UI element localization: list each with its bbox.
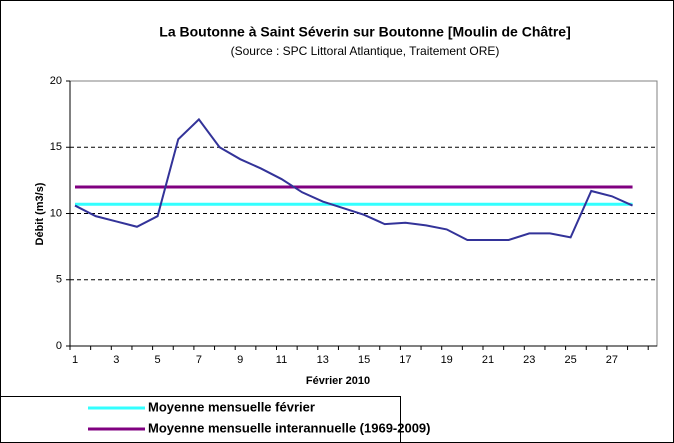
x-tick-label: 27 <box>606 354 618 366</box>
y-tick-label: 20 <box>50 75 62 87</box>
x-tick-label: 21 <box>482 354 494 366</box>
x-tick-label: 7 <box>196 354 202 366</box>
y-tick-label: 15 <box>50 141 62 153</box>
x-axis-label: Février 2010 <box>306 375 370 387</box>
x-tick-label: 1 <box>72 354 78 366</box>
plot-area <box>69 80 658 347</box>
legend-label: Moyenne mensuelle interannuelle (1969-20… <box>148 420 431 435</box>
legend-label: Moyenne mensuelle février <box>148 399 315 414</box>
x-tick-label: 11 <box>276 354 287 366</box>
y-axis-label: Débit (m3/s) <box>34 182 46 245</box>
y-tick-label: 10 <box>50 207 62 219</box>
x-tick-label: 15 <box>358 354 370 366</box>
y-tick-label: 5 <box>56 274 62 286</box>
x-tick-label: 5 <box>155 354 161 366</box>
x-tick-label: 23 <box>523 354 535 366</box>
x-tick-label: 25 <box>564 354 576 366</box>
chart-title: La Boutonne à Saint Séverin sur Boutonne… <box>159 24 570 40</box>
x-tick-label: 9 <box>237 354 243 366</box>
chart-subtitle: (Source : SPC Littoral Atlantique, Trait… <box>231 44 500 58</box>
x-tick-label: 17 <box>399 354 411 366</box>
x-tick-label: 13 <box>317 354 329 366</box>
legend <box>0 396 401 443</box>
x-tick-label: 3 <box>113 354 119 366</box>
x-tick-label: 19 <box>441 354 453 366</box>
data-line <box>74 117 633 241</box>
y-tick-label: 0 <box>56 340 62 352</box>
